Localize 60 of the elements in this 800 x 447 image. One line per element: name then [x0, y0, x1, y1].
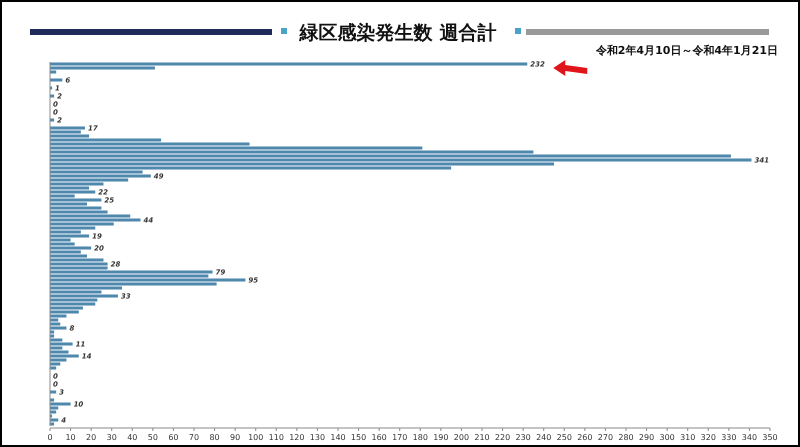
x-tick-label: 260 — [577, 433, 592, 442]
x-tick-label: 250 — [556, 433, 572, 442]
x-tick-label: 300 — [660, 433, 675, 442]
bar — [50, 270, 213, 274]
x-tick-label: 330 — [721, 433, 736, 442]
bar — [50, 174, 151, 178]
bar — [50, 278, 246, 282]
x-tick-label: 70 — [188, 433, 200, 442]
x-tick-label: 270 — [598, 433, 614, 442]
bar — [50, 190, 96, 194]
x-tick-label: 110 — [268, 433, 284, 442]
bar — [50, 218, 141, 222]
bar — [50, 294, 118, 298]
x-tick-label: 190 — [433, 433, 448, 442]
x-tick-label: 20 — [86, 433, 96, 442]
x-tick-label: 180 — [412, 433, 428, 442]
bar — [50, 258, 104, 262]
x-tick-label: 40 — [127, 433, 138, 442]
bar — [50, 234, 90, 238]
bar — [50, 354, 79, 358]
x-tick-label: 340 — [742, 433, 758, 442]
bar — [50, 302, 96, 306]
chart-subtitle: 令和2年4月10日～令和4年1月21日 — [594, 44, 778, 57]
x-tick-label: 170 — [392, 433, 408, 442]
bar — [50, 62, 528, 66]
x-tick-label: 320 — [700, 433, 716, 442]
x-tick-label: 200 — [454, 433, 470, 442]
x-tick-label: 140 — [330, 433, 346, 442]
x-tick-label: 0 — [47, 433, 53, 442]
x-tick-label: 210 — [474, 433, 490, 442]
x-tick-label: 90 — [230, 433, 240, 442]
x-tick-label: 290 — [638, 433, 654, 442]
x-tick-label: 60 — [168, 433, 179, 442]
bar — [50, 326, 66, 330]
bar — [50, 246, 92, 250]
bar — [50, 402, 71, 406]
chart-title: 緑区感染発生数 週合計 — [298, 22, 496, 44]
x-tick-label: 310 — [680, 433, 696, 442]
x-tick-label: 240 — [536, 433, 552, 442]
x-tick-label: 50 — [148, 433, 158, 442]
bar — [50, 126, 85, 130]
bar — [50, 310, 79, 314]
bar — [50, 78, 62, 82]
x-tick-label: 130 — [310, 433, 326, 442]
x-tick-label: 80 — [209, 433, 220, 442]
x-tick-label: 100 — [248, 433, 264, 442]
bar — [50, 342, 73, 346]
bar — [50, 158, 752, 162]
bar — [50, 418, 58, 422]
x-tick-label: 10 — [65, 433, 76, 442]
x-tick-label: 350 — [762, 433, 778, 442]
x-tick-label: 30 — [106, 433, 117, 442]
x-tick-label: 120 — [289, 433, 304, 442]
x-tick-label: 230 — [516, 433, 531, 442]
bar — [50, 262, 108, 266]
x-tick-label: 150 — [350, 433, 366, 442]
x-tick-label: 220 — [494, 433, 510, 442]
x-tick-label: 160 — [372, 433, 387, 442]
x-tick-label: 280 — [618, 433, 634, 442]
bar — [50, 198, 102, 202]
